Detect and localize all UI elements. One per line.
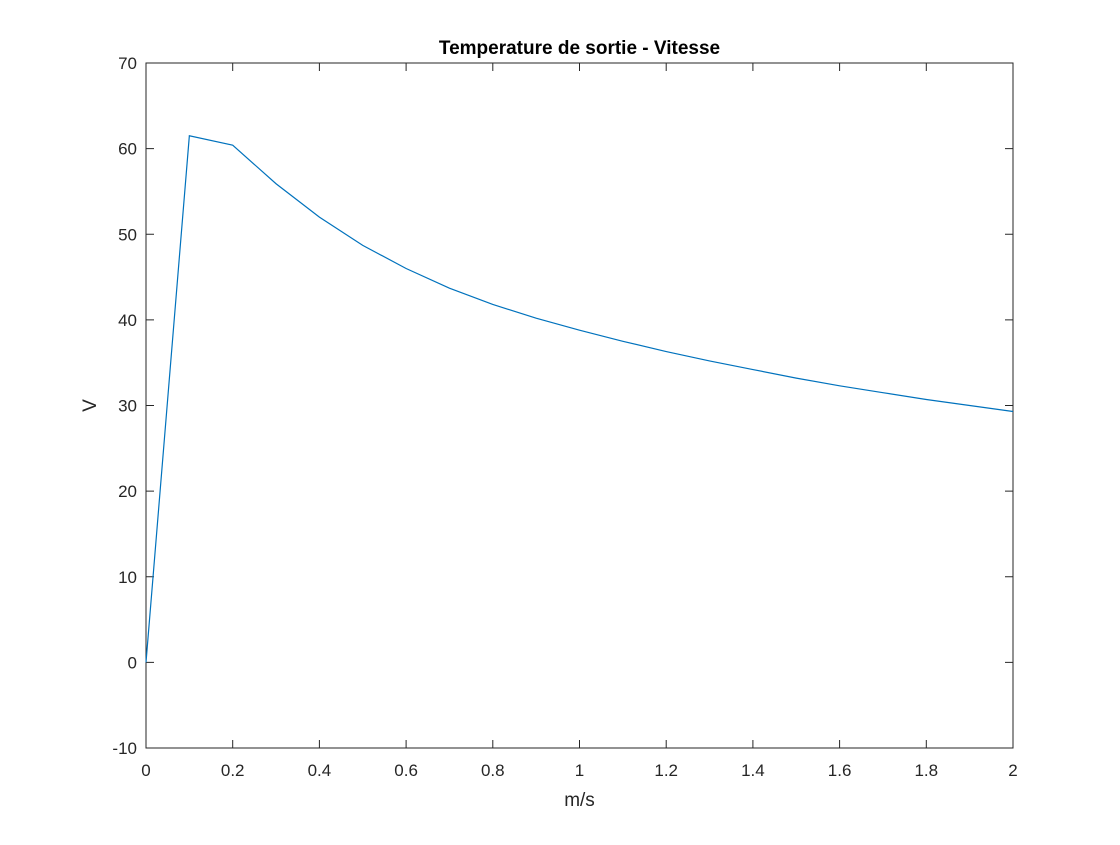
y-axis-label: V <box>80 399 101 412</box>
y-tick-label: 10 <box>118 568 137 587</box>
y-tick-label: 20 <box>118 482 137 501</box>
x-tick-label: 0.8 <box>481 761 505 780</box>
y-tick-label: 40 <box>118 311 137 330</box>
y-tick-labels: -10 0 10 20 30 40 50 60 70 <box>112 54 137 758</box>
x-tick-label: 0.6 <box>394 761 418 780</box>
x-tick-label: 1.4 <box>741 761 765 780</box>
y-tick-label: 0 <box>128 653 137 672</box>
x-tick-label: 2 <box>1008 761 1017 780</box>
plot-area <box>145 62 1014 749</box>
x-tick-labels: 0 0.2 0.4 0.6 0.8 1 1.2 1.4 1.6 1.8 2 <box>141 761 1017 780</box>
series-line <box>145 135 1014 663</box>
x-tick-label: 1.6 <box>828 761 852 780</box>
x-axis-label: m/s <box>564 790 595 811</box>
chart-title: Temperature de sortie - Vitesse <box>439 38 720 59</box>
tick-marks <box>145 62 1014 749</box>
y-tick-label: 50 <box>118 225 137 244</box>
y-tick-label: 70 <box>118 54 137 73</box>
x-tick-label: 1 <box>575 761 584 780</box>
x-tick-label: 0.2 <box>221 761 245 780</box>
x-tick-label: 1.2 <box>654 761 678 780</box>
series-layer <box>145 135 1014 663</box>
x-tick-label: 0 <box>141 761 150 780</box>
x-tick-label: 1.8 <box>914 761 938 780</box>
x-tick-label: 0.4 <box>308 761 332 780</box>
y-tick-label: 60 <box>118 140 137 159</box>
y-tick-label: -10 <box>112 739 137 758</box>
y-tick-label: 30 <box>118 397 137 416</box>
